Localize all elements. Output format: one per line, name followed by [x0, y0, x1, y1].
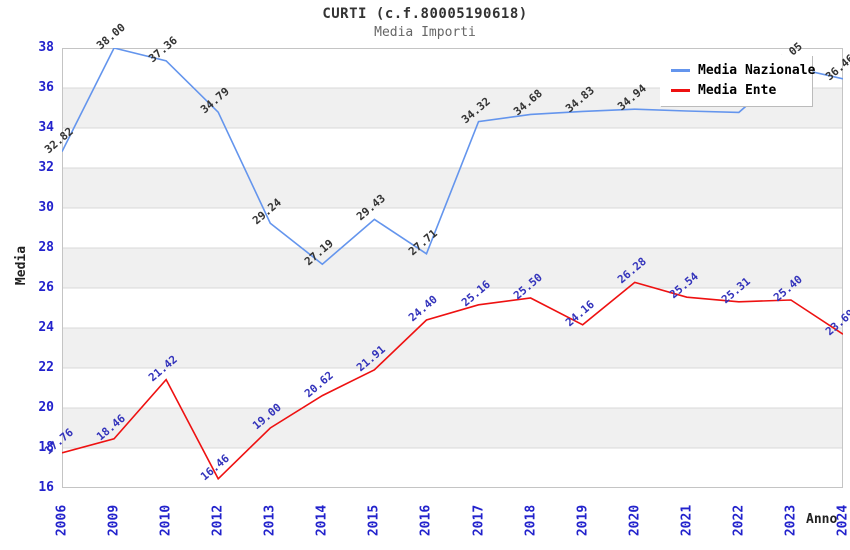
grid-band — [62, 408, 843, 448]
x-tick-label: 2022 — [731, 504, 747, 537]
plot-canvas — [62, 48, 843, 488]
media-nazionale-line-swatch-icon — [671, 68, 690, 72]
y-tick-label: 26 — [38, 280, 54, 295]
x-tick-label: 2020 — [627, 504, 643, 537]
x-tick-label: 2015 — [366, 504, 382, 537]
y-tick-label: 28 — [38, 240, 54, 255]
y-tick-label: 20 — [38, 400, 54, 415]
y-tick-label: 38 — [38, 40, 54, 55]
y-tick-label: 16 — [38, 480, 54, 495]
x-tick-label: 2016 — [418, 504, 434, 537]
grid-band — [62, 328, 843, 368]
x-tick-label: 2014 — [314, 504, 330, 537]
plot-area: 32.82 38.00 37.36 34.79 29.24 27.19 29.43 27.71… — [42, 21, 850, 488]
y-tick-label: 36 — [38, 80, 54, 95]
line-media-ente — [62, 281, 843, 481]
x-tick-label: 2017 — [471, 504, 487, 537]
x-tick-label: 2021 — [679, 504, 695, 537]
chart-subtitle: Media Importi — [374, 25, 476, 40]
x-tick-label: 2006 — [54, 504, 70, 537]
x-tick-label: 2018 — [523, 504, 539, 537]
y-tick-label: 30 — [38, 200, 54, 215]
x-axis-title: Anno — [806, 512, 838, 527]
x-tick-label: 2012 — [210, 504, 226, 537]
legend-item-media-ente: Media Ente — [660, 80, 812, 100]
x-tick-label: 2019 — [575, 504, 591, 537]
legend-label: Media Ente — [698, 82, 777, 98]
x-tick-label: 2013 — [262, 504, 278, 537]
x-tick-label: 2010 — [158, 504, 174, 537]
y-tick-label: 32 — [38, 160, 54, 175]
y-tick-label: 22 — [38, 360, 54, 375]
legend-label: Media Nazionale — [698, 62, 816, 78]
grid-band — [62, 248, 843, 288]
x-tick-label: 2009 — [106, 504, 122, 537]
x-tick-label: 2023 — [783, 504, 799, 537]
plot-border — [62, 48, 843, 488]
legend: Media Nazionale Media Ente — [660, 55, 816, 106]
y-tick-label: 18 — [38, 440, 54, 455]
y-tick-label: 34 — [38, 120, 54, 135]
y-tick-label: 24 — [38, 320, 54, 335]
media-ente-line-swatch-icon — [671, 88, 690, 92]
chart-title: CURTI (c.f.80005190618) — [322, 6, 528, 22]
legend-item-media-nazionale: Media Nazionale — [660, 60, 816, 80]
x-tick-label: 2024 — [835, 504, 850, 537]
line-media-nazionale — [62, 48, 843, 266]
